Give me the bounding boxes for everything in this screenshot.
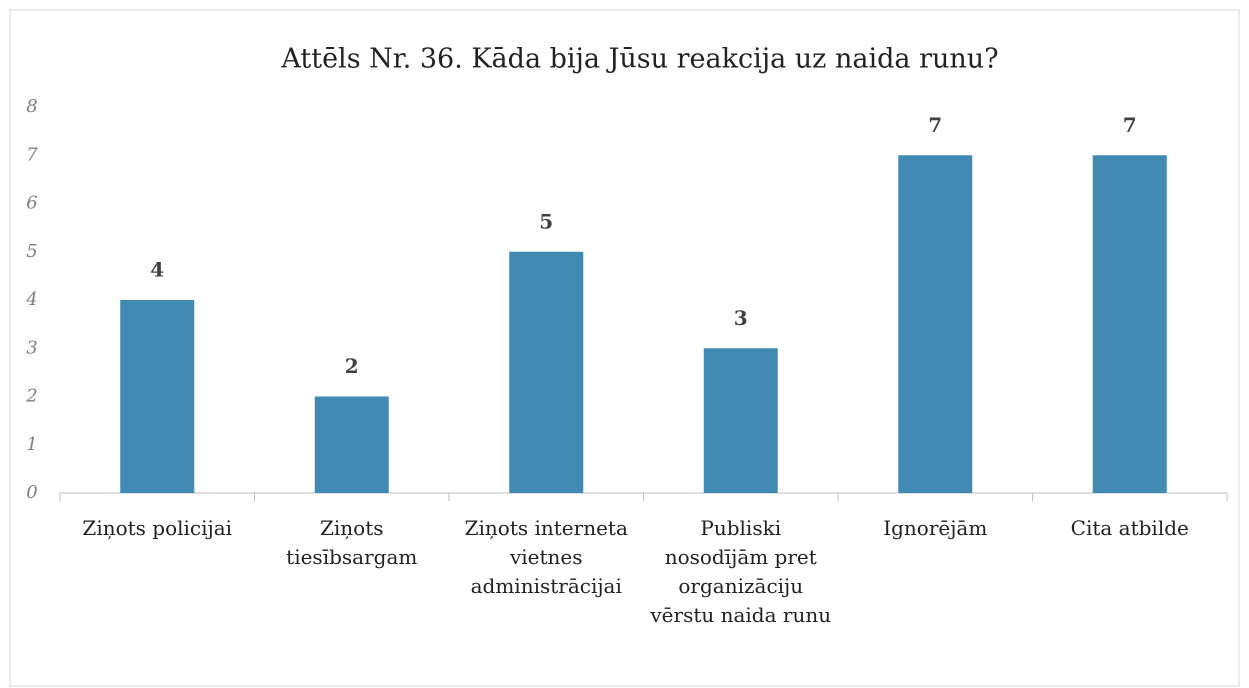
bar: [1092, 155, 1167, 493]
chart-title: Attēls Nr. 36. Kāda bija Jūsu reakcija u…: [280, 44, 998, 75]
data-label: 4: [150, 258, 164, 282]
y-tick-label: 2: [25, 386, 37, 407]
chart-frame: [9, 9, 1240, 687]
x-tick-label: Cita atbilde: [1070, 516, 1189, 540]
y-tick-label: 3: [26, 337, 37, 358]
x-tick-label: Ziņots tiesībsargam: [286, 516, 418, 569]
y-tick-label: 8: [26, 96, 37, 117]
y-tick-label: 4: [25, 289, 37, 310]
x-tick-label: Publiski nosodījām pret organizāciju vēr…: [650, 516, 832, 627]
y-tick-label: 0: [26, 482, 37, 503]
data-label: 7: [1123, 113, 1137, 137]
data-label: 7: [928, 113, 942, 137]
y-tick-label: 5: [26, 241, 37, 262]
x-tick-label: Ziņots interneta vietnes administrācijai: [464, 516, 628, 598]
data-label: 2: [345, 354, 359, 378]
data-label: 5: [539, 209, 553, 233]
bar: [314, 396, 389, 493]
x-tick-label: Ignorējām: [883, 516, 988, 540]
x-tick-label: Ziņots policijai: [82, 516, 233, 540]
y-tick-label: 1: [26, 434, 37, 455]
bar: [703, 348, 778, 493]
bar: [120, 300, 195, 493]
bar: [509, 251, 584, 493]
bar: [898, 155, 973, 493]
data-label: 3: [734, 306, 748, 330]
y-tick-label: 6: [26, 193, 37, 214]
y-tick-label: 7: [26, 144, 38, 165]
